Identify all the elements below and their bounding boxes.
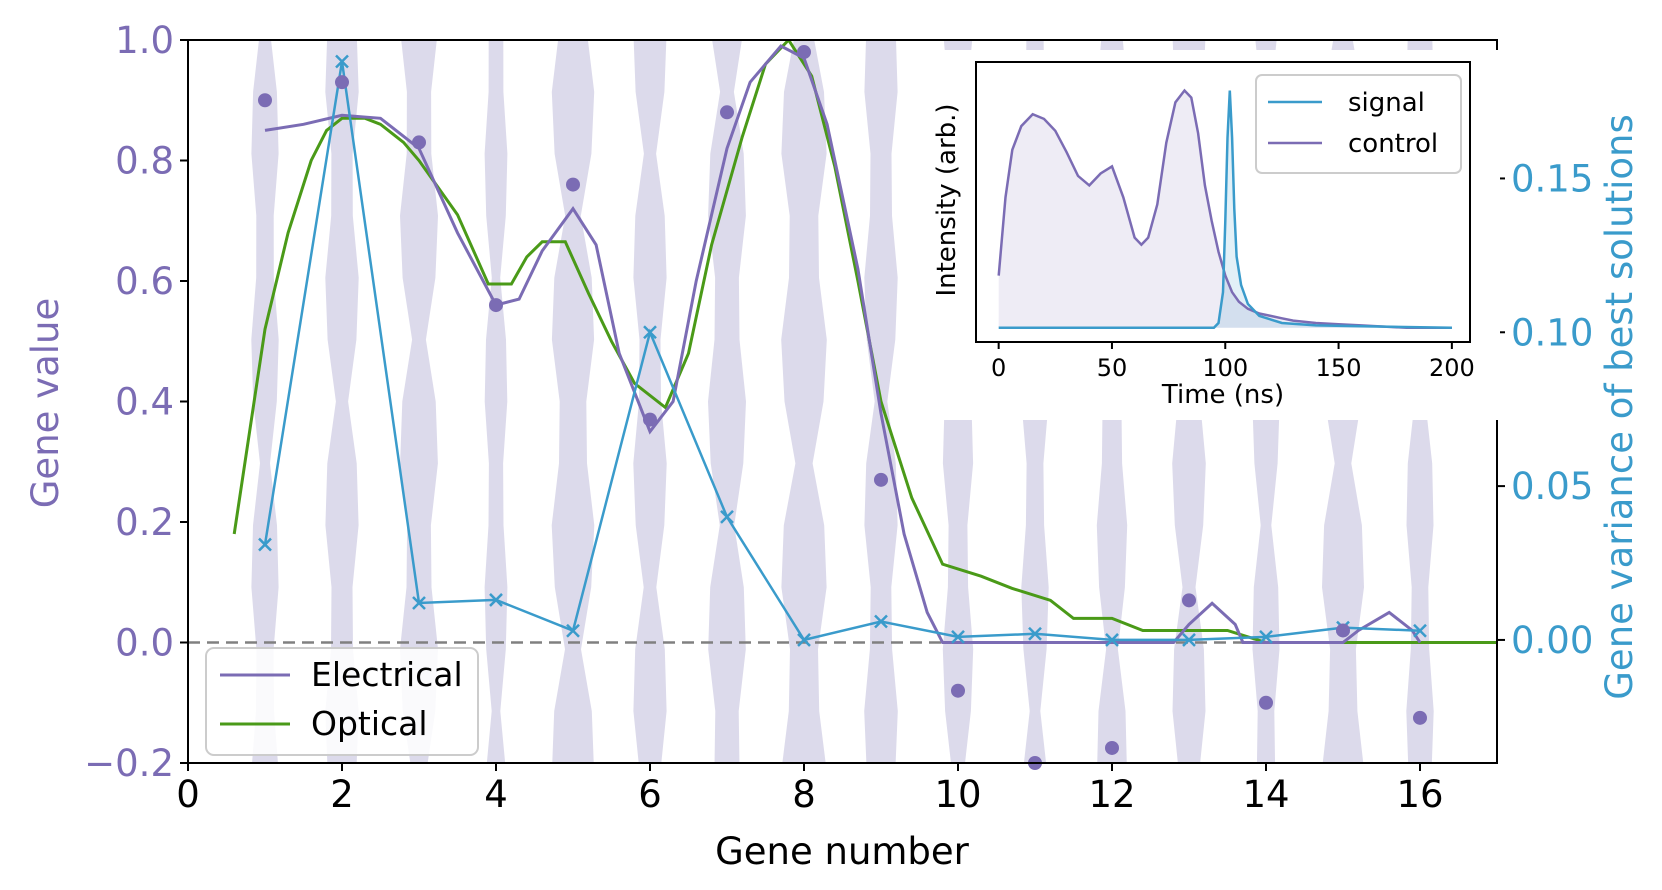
bottom-tick-label: 14 bbox=[1242, 773, 1289, 816]
inset-legend-control-label: control bbox=[1348, 129, 1438, 159]
gene-point-9 bbox=[874, 473, 888, 487]
right-tick-label: 0.10 bbox=[1511, 311, 1593, 354]
bottom-tick-label: 6 bbox=[638, 773, 662, 816]
y2-axis-label: Gene variance of best solutions bbox=[1598, 114, 1641, 699]
left-tick-label: 1.0 bbox=[115, 19, 174, 62]
inset-chart: 0 50 100 150 200 Time (ns) Intensity (arb.) … bbox=[930, 50, 1500, 420]
gene-point-5 bbox=[566, 178, 580, 192]
right-tick-label: 0.05 bbox=[1511, 465, 1593, 508]
bottom-tick-label: 8 bbox=[792, 773, 816, 816]
inset-tick-label: 0 bbox=[991, 354, 1006, 382]
bottom-tick-label: 12 bbox=[1088, 773, 1135, 816]
inset-tick-label: 150 bbox=[1316, 354, 1362, 382]
chart-figure: −0.20.00.20.40.60.81.0 0.000.050.100.15 … bbox=[0, 0, 1662, 890]
left-tick-label: −0.2 bbox=[84, 742, 174, 785]
gene-point-13 bbox=[1182, 593, 1196, 607]
gene-point-8 bbox=[797, 45, 811, 59]
gene-point-1 bbox=[258, 93, 272, 107]
gene-point-16 bbox=[1413, 711, 1427, 725]
left-axis-ticks: −0.2 0.0 0.2 0.4 0.6 0.8 1.0 bbox=[84, 19, 188, 785]
x-axis-label: Gene number bbox=[715, 830, 970, 873]
bottom-tick-label: 0 bbox=[176, 773, 200, 816]
left-tick-label: 0.8 bbox=[115, 140, 174, 183]
bottom-tick-label: 16 bbox=[1396, 773, 1443, 816]
legend-electrical-label: Electrical bbox=[311, 655, 463, 694]
gene-point-4 bbox=[489, 298, 503, 312]
gene-point-15 bbox=[1336, 623, 1350, 637]
bottom-axis-ticks: 0 2 4 6 8 10 12 14 16 bbox=[176, 763, 1443, 816]
y-axis-label: Gene value bbox=[24, 298, 67, 508]
gene-point-7 bbox=[720, 105, 734, 119]
bottom-tick-label: 4 bbox=[484, 773, 508, 816]
bottom-tick-label: 2 bbox=[330, 773, 354, 816]
inset-legend: signal control bbox=[1256, 75, 1461, 173]
inset-tick-label: 50 bbox=[1097, 354, 1128, 382]
gene-point-12 bbox=[1105, 741, 1119, 755]
left-tick-label: 0.4 bbox=[115, 381, 174, 424]
inset-tick-label: 100 bbox=[1202, 354, 1248, 382]
main-legend: Electrical Optical bbox=[206, 648, 478, 755]
inset-tick-label: 200 bbox=[1429, 354, 1475, 382]
left-tick-label: 0.6 bbox=[115, 260, 174, 303]
legend-optical-label: Optical bbox=[311, 704, 428, 743]
left-tick-label: 0.0 bbox=[115, 622, 174, 665]
gene-point-3 bbox=[412, 135, 426, 149]
gene-point-2 bbox=[335, 75, 349, 89]
inset-y-label: Intensity (arb.) bbox=[932, 103, 962, 296]
gene-point-10 bbox=[951, 684, 965, 698]
right-tick-label: 0.00 bbox=[1511, 619, 1593, 662]
violin-8 bbox=[781, 30, 827, 773]
left-tick-label: 0.2 bbox=[115, 501, 174, 544]
inset-legend-signal-label: signal bbox=[1348, 88, 1425, 118]
right-axis-ticks: 0.00 0.05 0.10 0.15 bbox=[1497, 157, 1593, 661]
right-tick-label: 0.15 bbox=[1511, 157, 1593, 200]
gene-point-6 bbox=[643, 413, 657, 427]
bottom-tick-label: 10 bbox=[934, 773, 981, 816]
gene-point-14 bbox=[1259, 696, 1273, 710]
inset-x-label: Time (ns) bbox=[1161, 380, 1284, 410]
violin-4 bbox=[485, 30, 508, 773]
violin-5 bbox=[552, 30, 595, 773]
